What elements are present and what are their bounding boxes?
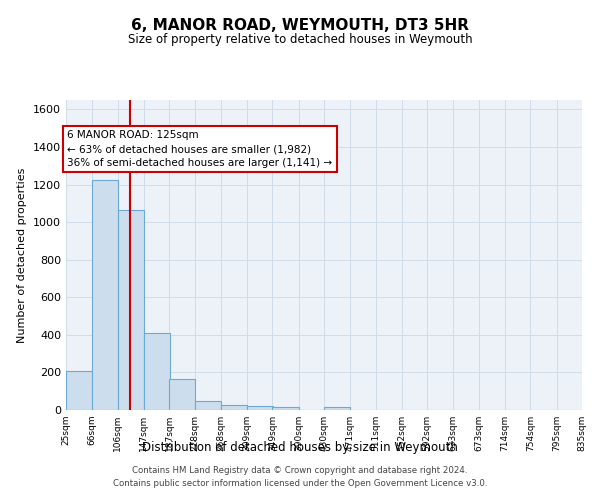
Bar bbox=[324, 407, 350, 410]
Text: 6, MANOR ROAD, WEYMOUTH, DT3 5HR: 6, MANOR ROAD, WEYMOUTH, DT3 5HR bbox=[131, 18, 469, 32]
Bar bbox=[118, 210, 144, 410]
Text: Contains HM Land Registry data © Crown copyright and database right 2024.
Contai: Contains HM Land Registry data © Crown c… bbox=[113, 466, 487, 487]
Text: 6 MANOR ROAD: 125sqm
← 63% of detached houses are smaller (1,982)
36% of semi-de: 6 MANOR ROAD: 125sqm ← 63% of detached h… bbox=[67, 130, 332, 168]
Text: Distribution of detached houses by size in Weymouth: Distribution of detached houses by size … bbox=[142, 441, 458, 454]
Bar bbox=[144, 333, 170, 410]
Bar bbox=[221, 406, 247, 410]
Y-axis label: Number of detached properties: Number of detached properties bbox=[17, 168, 28, 342]
Text: Size of property relative to detached houses in Weymouth: Size of property relative to detached ho… bbox=[128, 32, 472, 46]
Bar bbox=[247, 406, 273, 410]
Bar bbox=[92, 180, 118, 410]
Bar bbox=[272, 407, 299, 410]
Bar bbox=[196, 401, 221, 410]
Bar bbox=[169, 379, 196, 410]
Bar bbox=[66, 372, 92, 410]
